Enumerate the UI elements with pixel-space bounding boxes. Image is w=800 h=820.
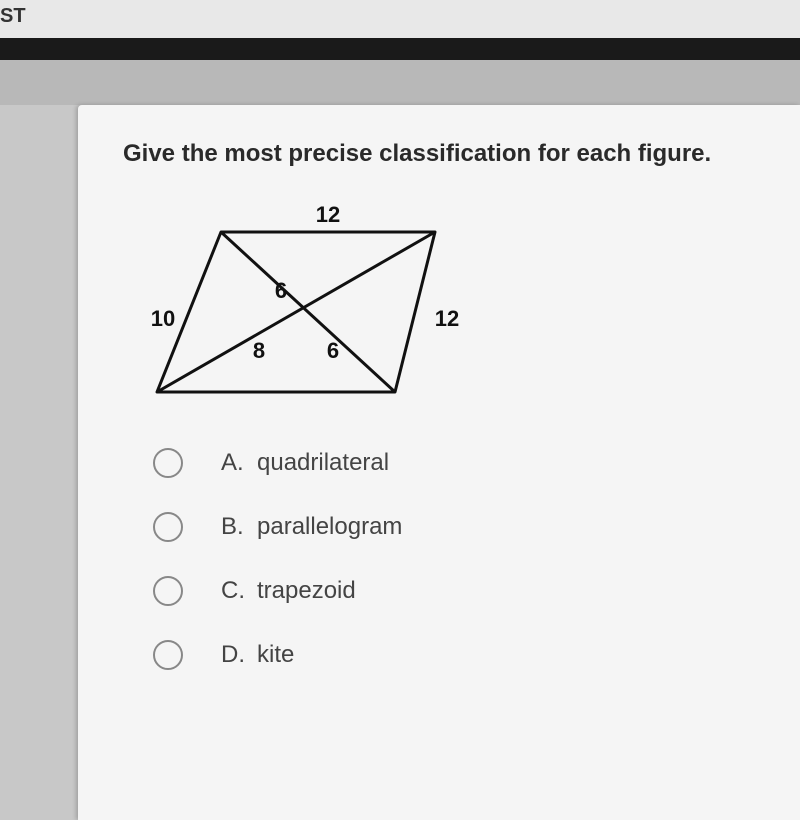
question-text: Give the most precise classification for… <box>123 140 790 168</box>
question-card: Give the most precise classification for… <box>78 105 800 820</box>
option-letter: D. <box>221 641 257 669</box>
top-bar: ST <box>0 0 800 38</box>
radio-button[interactable] <box>153 640 183 670</box>
svg-text:12: 12 <box>316 202 340 227</box>
svg-text:10: 10 <box>151 306 175 331</box>
answer-option[interactable]: D.kite <box>153 640 790 670</box>
radio-button[interactable] <box>153 448 183 478</box>
figure: 12 10 12 6 8 6 <box>133 196 790 426</box>
svg-text:6: 6 <box>327 338 339 363</box>
option-text: trapezoid <box>257 577 356 605</box>
answer-list: A.quadrilateral B.parallelogram C.trapezoi… <box>153 448 790 670</box>
answer-option[interactable]: C.trapezoid <box>153 576 790 606</box>
quadrilateral-svg: 12 10 12 6 8 6 <box>133 196 473 421</box>
answer-option[interactable]: A.quadrilateral <box>153 448 790 478</box>
option-text: parallelogram <box>257 513 402 541</box>
radio-button[interactable] <box>153 512 183 542</box>
option-text: quadrilateral <box>257 449 389 477</box>
option-letter: C. <box>221 577 257 605</box>
answer-option[interactable]: B.parallelogram <box>153 512 790 542</box>
gray-gap <box>0 60 800 105</box>
svg-text:12: 12 <box>435 306 459 331</box>
header-fragment: ST <box>0 5 26 27</box>
svg-text:6: 6 <box>275 278 287 303</box>
option-letter: A. <box>221 449 257 477</box>
svg-text:8: 8 <box>253 338 265 363</box>
option-text: kite <box>257 641 294 669</box>
radio-button[interactable] <box>153 576 183 606</box>
option-letter: B. <box>221 513 257 541</box>
black-strip <box>0 38 800 60</box>
